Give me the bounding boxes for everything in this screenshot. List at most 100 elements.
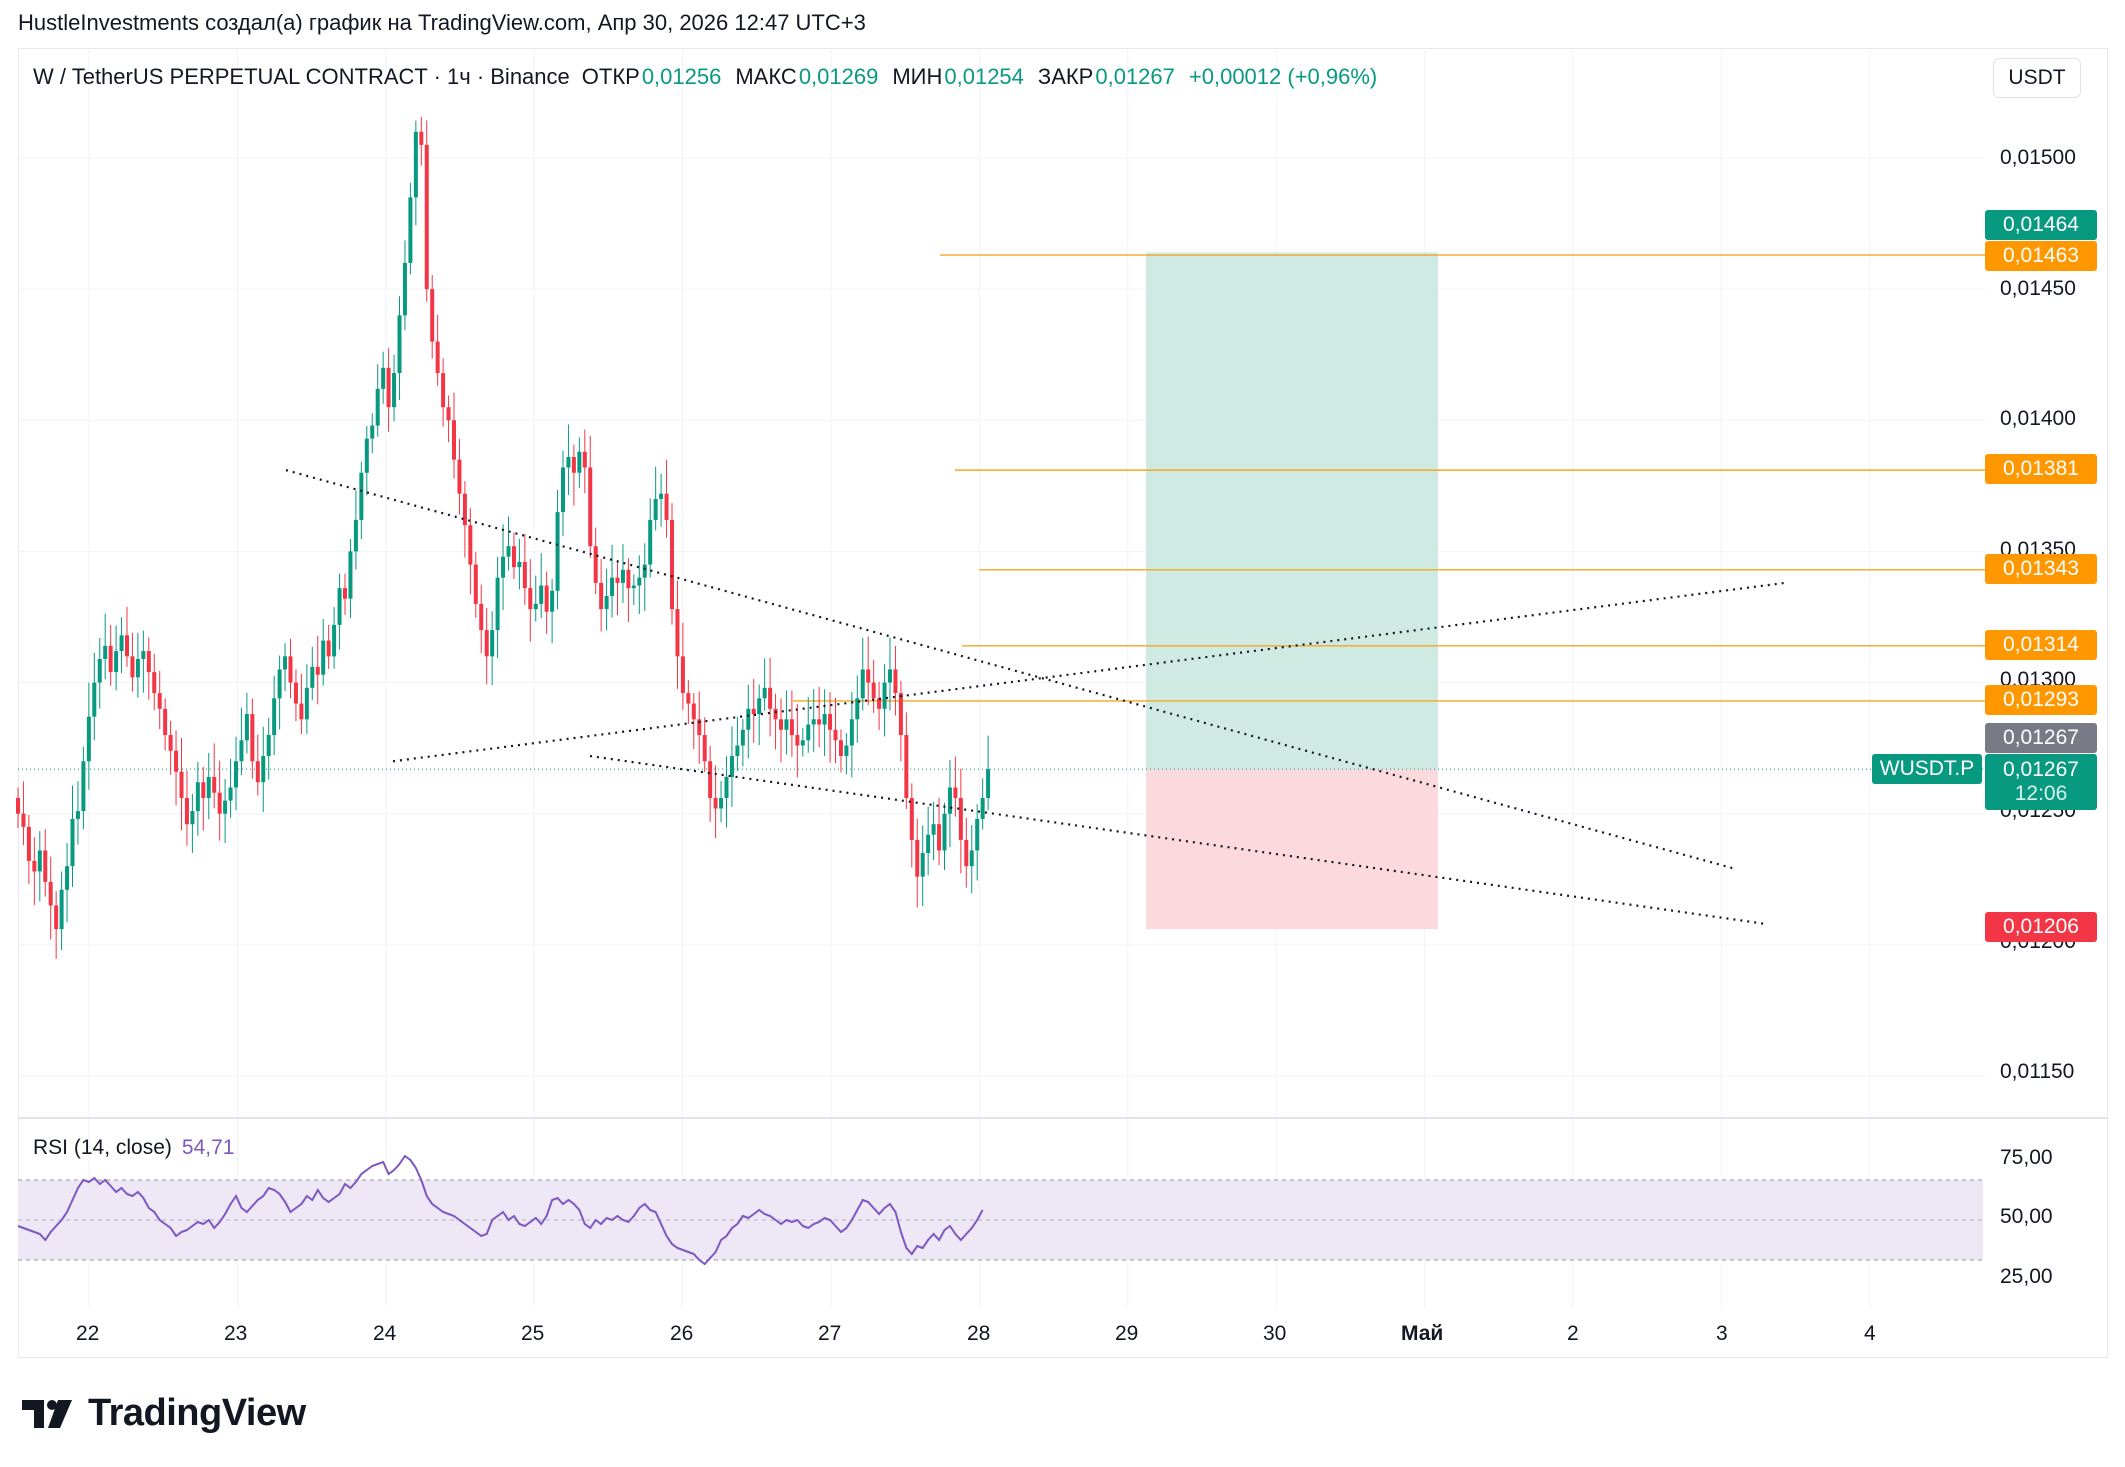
candle-body — [740, 729, 745, 746]
candle-body — [462, 493, 467, 526]
candle-body — [114, 651, 119, 673]
candle-body — [108, 645, 113, 673]
candle-body — [201, 782, 206, 798]
prev-close-tag: 0,01267 — [1985, 723, 2097, 753]
candle-body — [239, 740, 244, 762]
close-label: ЗАКР — [1037, 64, 1094, 89]
candle-body — [343, 588, 347, 599]
candle-body — [680, 656, 685, 694]
candle-body — [217, 792, 222, 814]
candle-body — [866, 669, 871, 683]
tradingview-logo[interactable]: TradingView — [22, 1392, 306, 1435]
candle-body — [986, 769, 991, 798]
candle-body — [588, 467, 593, 547]
candle-body — [163, 708, 168, 736]
candle-body — [457, 459, 462, 494]
rsi-name[interactable]: RSI (14, close) — [33, 1136, 172, 1159]
candle-body — [975, 818, 980, 851]
candle-body — [664, 493, 669, 520]
candle-body — [179, 771, 184, 798]
price-tick: 0,01400 — [2000, 407, 2076, 430]
position-zones — [1146, 252, 1438, 930]
candle-body — [48, 881, 53, 906]
chart-frame — [18, 48, 2108, 1358]
candle-body — [610, 577, 615, 597]
candle-body — [528, 588, 533, 610]
candle-body — [659, 493, 664, 499]
candle-body — [719, 797, 724, 809]
candle-body — [353, 519, 358, 552]
symbol-name-tag: WUSDT.P — [1872, 754, 1982, 784]
candle-body — [255, 761, 260, 783]
candle-body — [495, 577, 500, 631]
candle-body — [441, 373, 446, 408]
candle-body — [130, 656, 135, 678]
candle-body — [964, 839, 969, 867]
candle-body — [697, 719, 702, 736]
candles — [16, 116, 991, 959]
candle-body — [806, 724, 811, 741]
candle-body — [849, 719, 854, 746]
candle-body — [729, 756, 734, 777]
candle-body — [304, 687, 309, 720]
candle-body — [838, 740, 843, 757]
candle-body — [566, 457, 571, 468]
level-price-tag: 0,01381 — [1985, 454, 2097, 484]
time-tick: 27 — [818, 1322, 842, 1345]
candle-body — [648, 519, 653, 565]
loss-zone — [1146, 769, 1438, 930]
target-price-tag: 0,01464 — [1985, 210, 2097, 240]
level-price-tag: 0,01293 — [1985, 685, 2097, 715]
candle-body — [146, 651, 151, 673]
open-value: 0,01256 — [641, 64, 722, 89]
tradingview-logo-text: TradingView — [88, 1392, 306, 1434]
candle-body — [206, 776, 211, 798]
candle-body — [544, 585, 549, 612]
candle-body — [337, 588, 342, 625]
currency-button[interactable]: USDT — [1993, 58, 2081, 98]
candle-body — [811, 719, 816, 725]
low-value: 0,01254 — [944, 64, 1024, 89]
candle-body — [103, 645, 108, 659]
candle-body — [119, 635, 124, 652]
candle-body — [277, 669, 282, 699]
candle-body — [533, 603, 538, 610]
candle-body — [980, 797, 985, 819]
symbol-title[interactable]: W / TetherUS PERPETUAL CONTRACT · 1ч · B… — [33, 64, 570, 89]
high-value: 0,01269 — [798, 64, 879, 89]
candle-body — [893, 669, 898, 694]
time-tick: 28 — [967, 1322, 991, 1345]
candle-body — [272, 698, 277, 736]
candle-body — [174, 750, 179, 772]
candle-body — [234, 761, 238, 788]
candle-body — [386, 367, 391, 408]
candle-body — [473, 564, 478, 604]
rsi-value: 54,71 — [181, 1136, 235, 1159]
candle-body — [620, 569, 625, 583]
ascending-support-trendline — [392, 581, 1786, 763]
candle-body — [424, 144, 429, 290]
candle-body — [768, 687, 773, 709]
candle-body — [430, 289, 435, 342]
price-tick: 0,01450 — [2000, 277, 2076, 300]
candle-body — [152, 672, 157, 694]
time-tick: 2 — [1567, 1322, 1579, 1345]
time-tick: 23 — [224, 1322, 248, 1345]
candle-body — [686, 693, 691, 704]
candle-body — [266, 735, 271, 757]
candle-body — [375, 388, 380, 426]
candle-body — [773, 708, 778, 720]
candle-body — [184, 797, 189, 825]
stop-price-tag: 0,01206 — [1985, 912, 2097, 942]
candle-body — [381, 367, 386, 389]
candle-body — [517, 561, 522, 568]
rsi-tick: 75,00 — [2000, 1146, 2053, 1169]
candle-body — [937, 824, 942, 851]
candle-body — [751, 708, 756, 715]
grid-layer — [18, 48, 2108, 1308]
candle-body — [800, 740, 805, 746]
candle-body — [817, 719, 822, 725]
candle-body — [397, 315, 402, 374]
candle-body — [969, 850, 974, 867]
